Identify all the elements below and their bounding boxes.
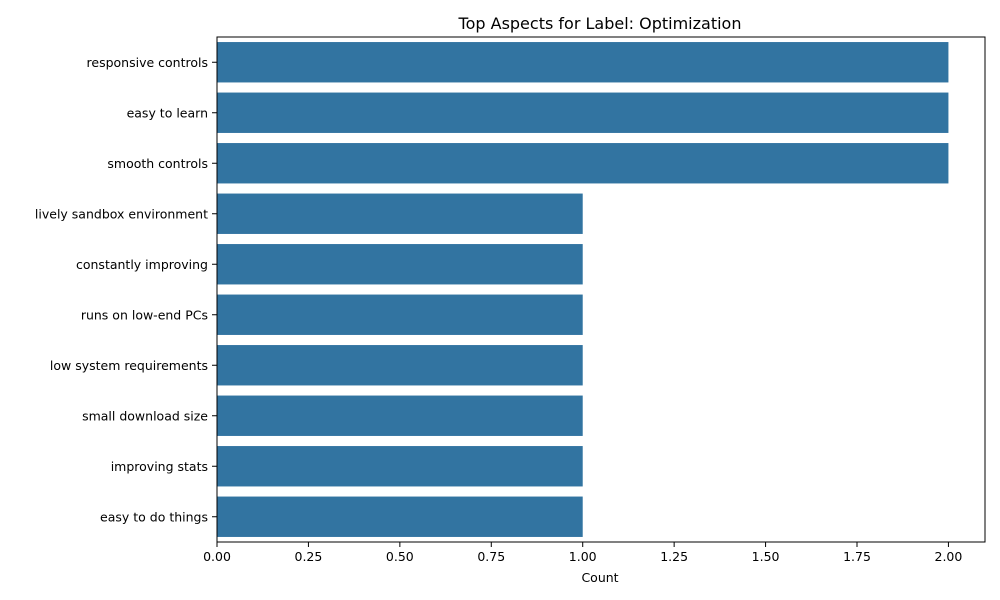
x-ticks: 0.00 0.25 0.50 0.75 1.00 1.25 1.50 1.75 2.00 xyxy=(203,542,962,564)
y-tick-label: improving stats xyxy=(111,459,208,474)
axes-frame xyxy=(216,36,986,543)
y-tick-labels: responsive controls easy to learn smooth c… xyxy=(35,55,217,524)
y-tick-label: easy to do things xyxy=(100,509,208,524)
y-tick-label: lively sandbox environment xyxy=(35,206,208,221)
bar xyxy=(217,92,949,133)
y-tick-label: small download size xyxy=(82,408,208,423)
x-tick-label: 0.25 xyxy=(295,549,323,564)
x-axis-label: Count xyxy=(581,570,618,585)
bar xyxy=(217,395,583,436)
bar xyxy=(217,345,583,386)
x-tick-label: 0.00 xyxy=(203,549,231,564)
bar xyxy=(217,496,583,537)
bar xyxy=(217,446,583,487)
y-tick-label: smooth controls xyxy=(107,156,208,171)
x-tick-label: 0.50 xyxy=(386,549,414,564)
chart-title: Top Aspects for Label: Optimization xyxy=(458,14,742,33)
bar xyxy=(217,193,583,234)
x-tick-label: 1.75 xyxy=(843,549,871,564)
bars-group xyxy=(217,42,949,537)
x-tick-label: 2.00 xyxy=(935,549,963,564)
x-tick-label: 1.50 xyxy=(752,549,780,564)
bar xyxy=(217,244,583,285)
bar xyxy=(217,294,583,335)
y-tick-label: easy to learn xyxy=(127,105,208,120)
y-tick-label: low system requirements xyxy=(50,358,208,373)
y-tick-label: responsive controls xyxy=(87,55,208,70)
y-tick-label: runs on low-end PCs xyxy=(81,307,208,322)
y-tick-label: constantly improving xyxy=(76,257,208,272)
x-tick-label: 1.25 xyxy=(660,549,688,564)
x-tick-label: 1.00 xyxy=(569,549,597,564)
plot-frame xyxy=(216,36,986,543)
bar xyxy=(217,143,949,184)
bar xyxy=(217,42,949,83)
x-tick-label: 0.75 xyxy=(477,549,505,564)
